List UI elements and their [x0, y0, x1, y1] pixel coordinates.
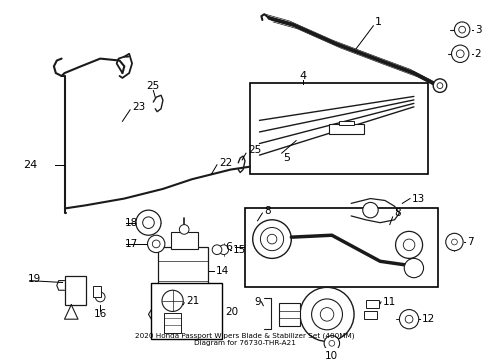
Text: 8: 8 [394, 208, 401, 218]
Text: 12: 12 [421, 314, 435, 324]
Text: 8: 8 [264, 206, 271, 216]
Text: 22: 22 [219, 158, 232, 168]
Circle shape [136, 210, 161, 235]
Bar [339, 121, 354, 125]
Circle shape [459, 26, 466, 33]
Text: 18: 18 [124, 218, 138, 228]
Bar [245, 208, 438, 287]
Bar [151, 283, 222, 339]
Text: 11: 11 [383, 297, 396, 307]
Bar [171, 232, 197, 249]
Circle shape [329, 341, 335, 346]
Circle shape [403, 239, 415, 251]
Circle shape [454, 22, 470, 37]
Circle shape [261, 228, 284, 251]
Circle shape [152, 240, 160, 248]
Circle shape [395, 231, 422, 258]
Circle shape [219, 245, 229, 255]
Circle shape [147, 235, 165, 253]
Bar [329, 124, 364, 134]
Circle shape [267, 234, 277, 244]
Bar [364, 311, 377, 319]
Text: 15: 15 [232, 245, 245, 255]
Text: 5: 5 [284, 153, 291, 163]
Text: 4: 4 [299, 71, 306, 81]
Circle shape [363, 202, 378, 218]
Text: 20: 20 [226, 307, 239, 318]
Circle shape [179, 225, 189, 234]
Text: 2: 2 [475, 49, 481, 59]
Text: 6: 6 [225, 242, 232, 252]
Circle shape [452, 45, 469, 63]
Text: 25: 25 [147, 81, 160, 91]
Bar [94, 286, 101, 297]
Bar [65, 276, 86, 305]
Text: 13: 13 [412, 194, 425, 203]
Circle shape [404, 258, 423, 278]
Circle shape [253, 220, 292, 258]
Circle shape [433, 79, 447, 93]
Circle shape [212, 245, 222, 255]
Text: 17: 17 [124, 239, 138, 249]
Bar [250, 83, 428, 175]
Circle shape [324, 336, 340, 351]
Text: 16: 16 [94, 309, 107, 319]
Text: 24: 24 [23, 160, 37, 170]
Circle shape [320, 307, 334, 321]
Bar [158, 247, 208, 312]
Text: 10: 10 [325, 351, 339, 360]
Circle shape [446, 233, 463, 251]
Text: 14: 14 [216, 266, 229, 276]
Text: 1: 1 [375, 17, 382, 27]
Circle shape [452, 239, 457, 245]
Circle shape [312, 299, 343, 330]
Circle shape [162, 290, 183, 311]
Text: 2020 Honda Passport Wipers Blade & Stabilizer Set (400MM)
Diagram for 76730-THR-: 2020 Honda Passport Wipers Blade & Stabi… [135, 333, 355, 346]
Text: 25: 25 [248, 145, 261, 155]
Circle shape [300, 287, 354, 341]
Circle shape [96, 292, 105, 302]
Circle shape [405, 315, 413, 323]
Circle shape [399, 310, 419, 329]
Bar [279, 303, 300, 326]
Circle shape [456, 50, 464, 58]
Text: 3: 3 [475, 24, 481, 35]
Bar [366, 300, 379, 307]
Text: 19: 19 [28, 274, 41, 284]
Text: 21: 21 [186, 296, 199, 306]
Circle shape [437, 83, 443, 89]
Text: 9: 9 [255, 297, 261, 307]
Circle shape [143, 217, 154, 229]
Text: 7: 7 [467, 237, 474, 247]
Text: 23: 23 [132, 102, 146, 112]
Bar [164, 314, 181, 333]
